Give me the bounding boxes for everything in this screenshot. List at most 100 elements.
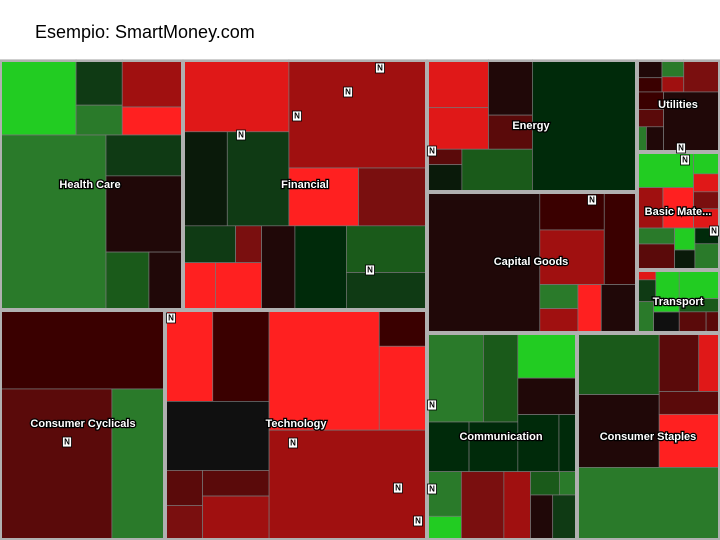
sector-border <box>577 333 720 540</box>
stock-tile <box>636 227 675 245</box>
news-marker: N <box>395 484 401 493</box>
stock-tile <box>636 77 663 93</box>
stock-tile <box>164 401 270 471</box>
stock-tile <box>182 131 228 227</box>
stock-tile <box>517 377 578 415</box>
stock-tile <box>658 391 720 415</box>
stock-tile <box>698 332 720 392</box>
news-marker-box <box>365 264 375 276</box>
stock-tile <box>235 225 262 264</box>
stock-tile <box>705 311 720 334</box>
stock-tile <box>636 243 675 271</box>
stock-tile <box>426 107 489 150</box>
news-marker: N <box>589 196 595 205</box>
stock-tile <box>576 467 720 540</box>
news-marker-box <box>393 482 403 494</box>
news-marker: N <box>682 156 688 165</box>
news-marker-box <box>680 154 690 166</box>
sector-border <box>637 270 720 333</box>
stock-tile <box>658 413 720 468</box>
stock-tile <box>148 251 184 311</box>
stock-tile <box>426 515 462 540</box>
stock-tile <box>268 309 380 431</box>
news-marker: N <box>345 88 351 97</box>
news-marker: N <box>429 401 435 410</box>
stock-tile <box>661 59 685 78</box>
stock-tile <box>202 495 270 540</box>
sector-label: Technology <box>266 418 328 430</box>
stock-tile <box>658 332 700 392</box>
stock-tile <box>294 225 347 311</box>
stock-tile <box>288 167 359 227</box>
stock-tile <box>426 421 470 472</box>
news-marker-box <box>288 437 298 449</box>
stock-tile <box>636 301 654 334</box>
stock-tile <box>0 388 113 540</box>
stock-tile <box>288 59 428 169</box>
news-marker-box <box>62 436 72 448</box>
news-marker-box <box>587 194 597 206</box>
stock-tile <box>693 151 720 175</box>
sector-label: Basic Mate... <box>645 206 712 218</box>
stock-tile <box>460 471 505 540</box>
stock-tile <box>488 59 533 116</box>
sector-border <box>183 60 427 310</box>
stock-tile <box>576 394 660 468</box>
stock-tile <box>461 148 533 193</box>
stock-tile <box>0 309 166 390</box>
stock-tile <box>530 471 560 496</box>
stock-tile <box>105 251 150 311</box>
news-marker: N <box>290 439 296 448</box>
stock-tile <box>577 284 602 334</box>
stock-tile <box>674 249 696 271</box>
stock-tile <box>215 262 262 311</box>
stock-tile <box>212 309 270 402</box>
stock-tile <box>226 131 290 227</box>
news-marker: N <box>238 131 244 140</box>
stock-tile <box>0 59 77 136</box>
stock-tile <box>426 59 489 109</box>
sector-label: Consumer Cyclicals <box>30 418 135 430</box>
news-marker-box <box>236 129 246 141</box>
stock-tile <box>121 59 184 108</box>
sector-label: Financial <box>281 179 329 191</box>
news-marker: N <box>168 314 174 323</box>
stock-tile <box>358 167 428 227</box>
news-marker-box <box>166 312 176 324</box>
sector-border <box>427 192 637 333</box>
stock-tile <box>483 332 519 423</box>
stock-tile <box>600 284 638 334</box>
stock-tile <box>558 414 578 472</box>
stock-tile <box>674 227 696 251</box>
stock-tile <box>539 284 579 309</box>
stock-tile <box>182 262 216 311</box>
stock-tile <box>636 109 664 128</box>
sector-label: Capital Goods <box>494 256 569 268</box>
stock-tile <box>530 494 554 540</box>
news-marker-box <box>427 145 437 157</box>
sector-border <box>427 60 637 192</box>
news-marker: N <box>64 438 70 447</box>
stock-tile <box>0 134 107 311</box>
stock-tile <box>346 272 428 311</box>
stock-tile <box>663 91 720 153</box>
sector-border <box>427 333 577 540</box>
stock-tile <box>646 126 664 153</box>
stock-tile <box>202 470 270 497</box>
stock-tile <box>105 134 184 177</box>
stock-tile <box>164 505 203 540</box>
stock-tile <box>653 311 680 334</box>
stock-tile <box>378 309 428 347</box>
news-marker: N <box>367 266 373 275</box>
stock-tile <box>603 191 638 285</box>
stock-tile <box>678 269 720 299</box>
news-marker: N <box>429 485 435 494</box>
stock-tile <box>164 470 203 506</box>
slide-title: Esempio: SmartMoney.com <box>35 22 255 42</box>
news-marker-box <box>709 225 719 237</box>
news-marker-box <box>427 483 437 495</box>
stock-tile <box>75 104 123 136</box>
stock-tile <box>539 308 579 334</box>
